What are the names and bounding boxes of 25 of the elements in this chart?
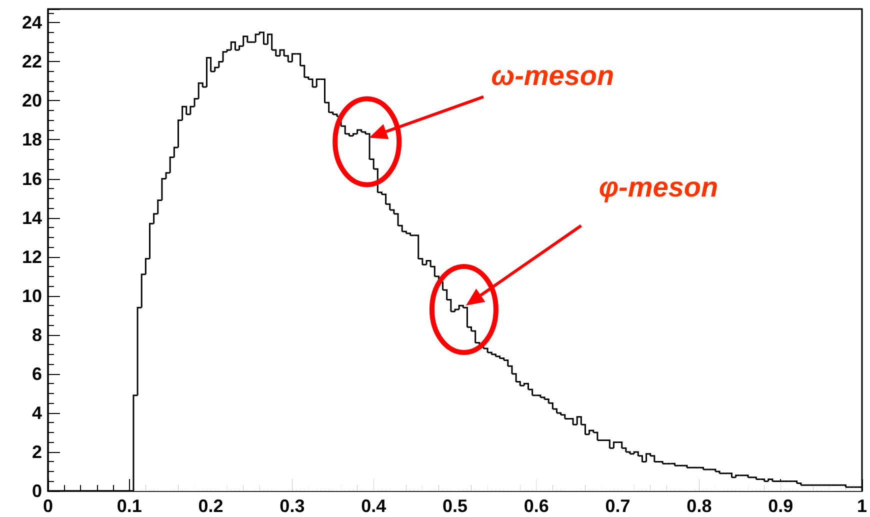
x-tick-label: 0.2: [198, 496, 224, 516]
x-tick-label: 0.1: [116, 496, 142, 516]
y-tick-label: 20: [22, 90, 42, 111]
x-tick-label: 0.7: [605, 496, 630, 516]
y-tick-label: 12: [22, 246, 42, 267]
x-tick-label: 0.8: [686, 496, 712, 516]
annotation: φ-meson: [598, 171, 718, 202]
y-tick-label: 8: [32, 324, 42, 345]
y-tick-label: 6: [32, 364, 42, 384]
x-tick-label: 0.3: [280, 496, 305, 516]
x-tick-label: 0.9: [768, 496, 794, 516]
y-tick-label: 14: [22, 208, 42, 228]
x-tick-label: 1: [856, 496, 867, 516]
y-tick-label: 2: [32, 442, 42, 462]
x-tick-label: 0.4: [361, 496, 386, 516]
y-tick-label: 18: [22, 130, 42, 150]
y-tick-label: 24: [22, 12, 42, 33]
y-tick-label: 10: [22, 286, 42, 306]
y-tick-label: 22: [22, 52, 42, 72]
y-tick-label: 4: [32, 402, 42, 423]
x-tick-label: 0.6: [524, 496, 549, 516]
y-tick-label: 16: [22, 168, 42, 189]
annotation: ω-meson: [491, 60, 614, 92]
x-tick-label: 0.5: [442, 496, 468, 516]
y-tick-label: 0: [32, 481, 42, 501]
